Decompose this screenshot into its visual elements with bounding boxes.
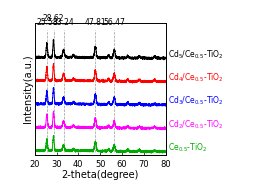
Text: Cd$_3$/Ce$_{0.5}$-TiO$_2$: Cd$_3$/Ce$_{0.5}$-TiO$_2$ bbox=[168, 95, 223, 107]
Text: Cd$_5$/Ce$_{0.5}$-TiO$_2$: Cd$_5$/Ce$_{0.5}$-TiO$_2$ bbox=[168, 48, 223, 60]
Y-axis label: Intensity(a.u.): Intensity(a.u.) bbox=[23, 54, 33, 123]
Text: 25.58: 25.58 bbox=[36, 18, 58, 27]
Text: 56.47: 56.47 bbox=[103, 18, 125, 27]
Text: Cd$_4$/Ce$_{0.5}$-TiO$_2$: Cd$_4$/Ce$_{0.5}$-TiO$_2$ bbox=[168, 71, 223, 84]
Text: 47.81: 47.81 bbox=[85, 18, 106, 27]
X-axis label: 2-theta(degree): 2-theta(degree) bbox=[61, 170, 139, 180]
Text: 33.24: 33.24 bbox=[53, 18, 74, 27]
Text: Ce$_{0.5}$-TiO$_2$: Ce$_{0.5}$-TiO$_2$ bbox=[168, 141, 207, 154]
Text: 28.62: 28.62 bbox=[43, 14, 64, 23]
Text: Cd$_2$/Ce$_{0.5}$-TiO$_2$: Cd$_2$/Ce$_{0.5}$-TiO$_2$ bbox=[168, 118, 223, 131]
